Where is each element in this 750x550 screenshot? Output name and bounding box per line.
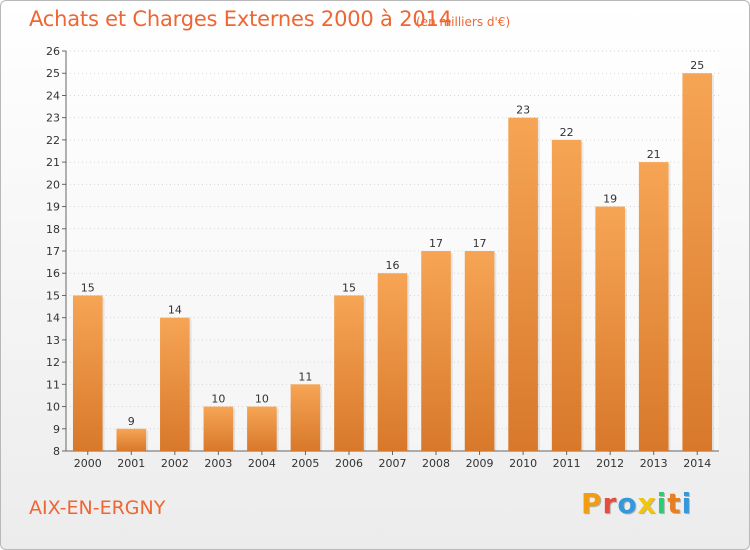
x-tick-label: 2010 <box>509 457 537 470</box>
city-name: AIX-EN-ERGNY <box>29 497 166 519</box>
y-tick-label: 12 <box>46 356 60 369</box>
chart-unit: (en milliers d'€) <box>416 15 511 29</box>
y-tick-label: 23 <box>46 112 60 125</box>
value-label: 23 <box>516 104 530 117</box>
value-label: 11 <box>298 370 312 383</box>
bar <box>595 206 625 451</box>
y-tick-label: 18 <box>46 223 60 236</box>
y-tick-label: 19 <box>46 201 60 214</box>
x-tick-label: 2008 <box>422 457 450 470</box>
value-label: 17 <box>429 237 443 250</box>
value-label: 15 <box>81 281 95 294</box>
value-label: 14 <box>168 304 182 317</box>
bar <box>160 317 190 451</box>
logo-letter: r <box>602 487 618 520</box>
x-tick-label: 2003 <box>204 457 232 470</box>
x-tick-label: 2012 <box>596 457 624 470</box>
bar <box>508 117 538 452</box>
x-tick-label: 2007 <box>379 457 407 470</box>
logo-letter: t <box>667 487 682 520</box>
x-tick-label: 2005 <box>291 457 319 470</box>
logo-letter: x <box>637 487 657 520</box>
x-tick-label: 2009 <box>466 457 494 470</box>
x-tick-label: 2011 <box>553 457 581 470</box>
y-tick-label: 10 <box>46 401 60 414</box>
logo-letter: o <box>617 487 638 520</box>
y-tick-label: 21 <box>46 156 60 169</box>
bars <box>72 73 715 452</box>
x-tick-label: 2001 <box>117 457 145 470</box>
value-label: 17 <box>473 237 487 250</box>
y-tick-label: 26 <box>46 45 60 58</box>
x-tick-label: 2000 <box>74 457 102 470</box>
value-label: 10 <box>211 393 225 406</box>
value-label: 15 <box>342 281 356 294</box>
y-tick-label: 14 <box>46 312 60 325</box>
value-label: 22 <box>560 126 574 139</box>
bar <box>421 251 451 451</box>
bar <box>116 428 147 451</box>
value-label: 19 <box>603 193 617 206</box>
y-tick-label: 11 <box>46 378 60 391</box>
y-tick-label: 24 <box>46 89 60 102</box>
value-label: 25 <box>690 59 704 72</box>
value-label: 9 <box>128 415 135 428</box>
value-label: 16 <box>386 259 400 272</box>
y-tick-label: 22 <box>46 134 60 147</box>
value-label: 21 <box>647 148 661 161</box>
logo-letter: P <box>581 487 603 520</box>
x-tick-label: 2013 <box>640 457 668 470</box>
bar <box>290 384 321 451</box>
bar <box>377 273 408 451</box>
y-tick-label: 20 <box>46 178 60 191</box>
x-tick-label: 2002 <box>161 457 189 470</box>
proxiti-logo: Proxiti <box>581 487 692 520</box>
y-tick-label: 25 <box>46 67 60 80</box>
bar <box>72 295 103 451</box>
bar <box>334 295 364 451</box>
y-tick-label: 13 <box>46 334 60 347</box>
bar <box>203 406 234 451</box>
bar <box>551 139 582 451</box>
value-label: 10 <box>255 393 269 406</box>
x-tick-label: 2014 <box>683 457 711 470</box>
bar <box>638 162 669 451</box>
y-tick-label: 15 <box>46 289 60 302</box>
bar <box>682 73 713 451</box>
chart-title: Achats et Charges Externes 2000 à 2014 <box>29 7 452 31</box>
y-tick-label: 16 <box>46 267 60 280</box>
labels: 8 9 10 11 12 13 14 15 16 17 18 19 20 21 22 23 24 25 26 15 20… <box>46 45 711 470</box>
logo-letter: i <box>656 487 668 520</box>
y-tick-label: 9 <box>53 423 60 436</box>
bar <box>464 251 495 451</box>
logo-letter: i <box>681 487 693 520</box>
bar <box>247 406 277 451</box>
y-tick-label: 8 <box>53 445 60 458</box>
y-tick-label: 17 <box>46 245 60 258</box>
x-tick-label: 2006 <box>335 457 363 470</box>
x-tick-label: 2004 <box>248 457 276 470</box>
